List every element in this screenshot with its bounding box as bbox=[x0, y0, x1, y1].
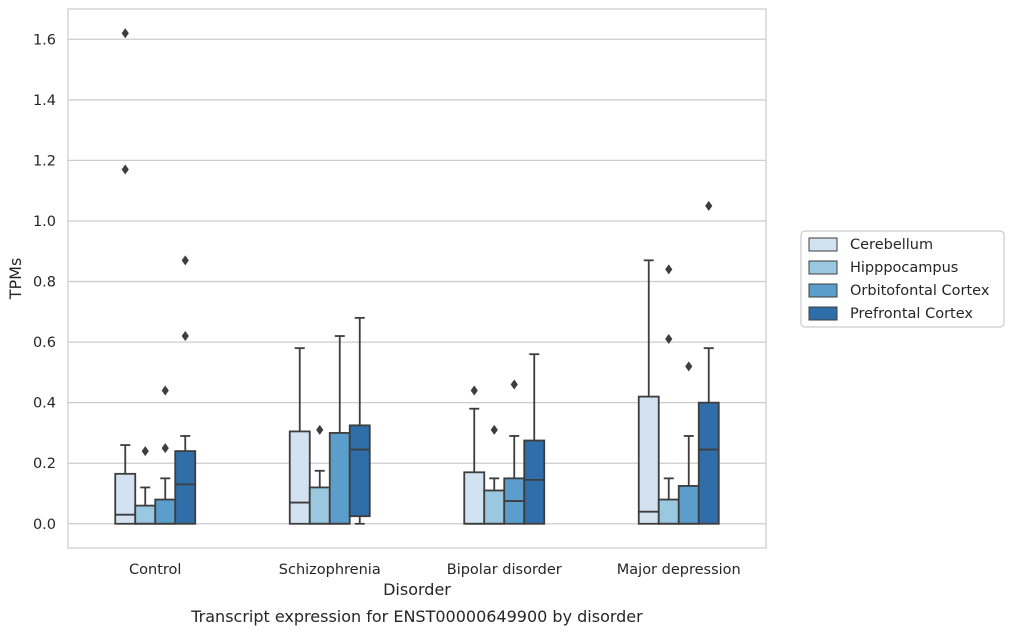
x-tick-label: Schizophrenia bbox=[279, 562, 381, 578]
y-tick-label: 1.4 bbox=[33, 93, 56, 109]
y-tick-label: 0.0 bbox=[33, 517, 56, 533]
legend-swatch bbox=[808, 283, 838, 298]
y-axis-label: TPMs bbox=[6, 258, 25, 301]
box-2-1 bbox=[483, 424, 506, 525]
box-body bbox=[348, 424, 371, 518]
legend-label: Hipppocampus bbox=[850, 260, 958, 276]
box-body bbox=[523, 439, 546, 525]
legend-frame bbox=[800, 230, 1005, 328]
legend-swatch bbox=[808, 237, 838, 252]
box-body bbox=[288, 430, 311, 525]
outlier-point bbox=[510, 379, 518, 390]
box-1-3 bbox=[348, 316, 371, 525]
box-3-2 bbox=[677, 361, 700, 525]
y-tick-label: 1.6 bbox=[33, 32, 56, 48]
outlier-point bbox=[181, 331, 189, 342]
outlier-point bbox=[121, 164, 129, 175]
y-tick-label: 0.4 bbox=[33, 396, 56, 412]
outlier-point bbox=[316, 424, 324, 435]
box-3-1 bbox=[657, 264, 680, 525]
box-body bbox=[657, 498, 680, 525]
box-3-0 bbox=[637, 259, 660, 525]
y-tick-label: 0.8 bbox=[33, 275, 56, 291]
box-body bbox=[308, 486, 331, 525]
box-body bbox=[154, 498, 177, 525]
x-tick-label: Control bbox=[129, 562, 181, 578]
outlier-point bbox=[161, 385, 169, 396]
outlier-point bbox=[665, 264, 673, 275]
box-2-0 bbox=[463, 385, 486, 525]
outlier-point bbox=[181, 255, 189, 266]
box-series bbox=[114, 28, 720, 525]
outlier-point bbox=[685, 361, 693, 372]
chart-caption: Transcript expression for ENST0000064990… bbox=[190, 607, 643, 626]
box-1-1 bbox=[308, 424, 331, 525]
legend-swatch bbox=[808, 260, 838, 275]
y-tick-label: 0.6 bbox=[33, 335, 56, 351]
box-2-2 bbox=[503, 379, 526, 525]
box-body bbox=[114, 472, 137, 525]
outlier-point bbox=[161, 443, 169, 454]
box-body bbox=[328, 432, 351, 525]
box-3-3 bbox=[697, 200, 720, 525]
legend: Cerebellum Hipppocampus Orbitofontal Corte… bbox=[800, 230, 1005, 328]
box-body bbox=[697, 401, 720, 525]
box-body bbox=[677, 485, 700, 525]
x-axis-label: Disorder bbox=[383, 580, 451, 599]
legend-label: Cerebellum bbox=[850, 237, 933, 253]
legend-label: Orbitofontal Cortex bbox=[850, 283, 990, 299]
y-axis-ticks: 0.0 0.2 0.4 0.6 0.8 1.0 1.2 1.4 1.6 bbox=[33, 32, 56, 532]
box-0-1 bbox=[134, 446, 157, 525]
box-body bbox=[637, 395, 660, 525]
y-tick-label: 1.0 bbox=[33, 214, 56, 230]
y-tick-label: 1.2 bbox=[33, 153, 56, 169]
grid-lines bbox=[68, 38, 766, 525]
legend-label: Prefrontal Cortex bbox=[850, 306, 973, 322]
outlier-point bbox=[121, 28, 129, 39]
outlier-point bbox=[665, 334, 673, 345]
box-1-2 bbox=[328, 335, 351, 525]
outlier-point bbox=[705, 200, 713, 211]
x-axis-ticks: Control Schizophrenia Bipolar disorder Majo… bbox=[129, 562, 741, 578]
box-0-2 bbox=[154, 385, 177, 525]
box-1-0 bbox=[288, 347, 311, 525]
outlier-point bbox=[490, 424, 498, 435]
x-tick-label: Bipolar disorder bbox=[447, 562, 562, 578]
x-tick-label: Major depression bbox=[617, 562, 741, 578]
box-0-3 bbox=[174, 255, 197, 525]
box-body bbox=[134, 504, 157, 525]
box-0-0 bbox=[114, 28, 137, 525]
outlier-point bbox=[470, 385, 478, 396]
plot-area-frame bbox=[67, 8, 767, 549]
outlier-point bbox=[141, 446, 149, 457]
y-tick-label: 0.2 bbox=[33, 456, 56, 472]
box-body bbox=[463, 471, 486, 525]
box-body bbox=[174, 450, 197, 525]
legend-swatch bbox=[808, 306, 838, 321]
box-body bbox=[483, 489, 506, 525]
box-2-3 bbox=[523, 353, 546, 525]
